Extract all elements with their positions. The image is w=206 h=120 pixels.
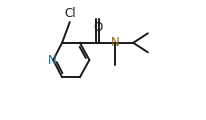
Text: N: N <box>110 36 119 49</box>
Text: O: O <box>93 21 102 34</box>
Text: Cl: Cl <box>64 7 76 20</box>
Text: N: N <box>48 54 57 66</box>
